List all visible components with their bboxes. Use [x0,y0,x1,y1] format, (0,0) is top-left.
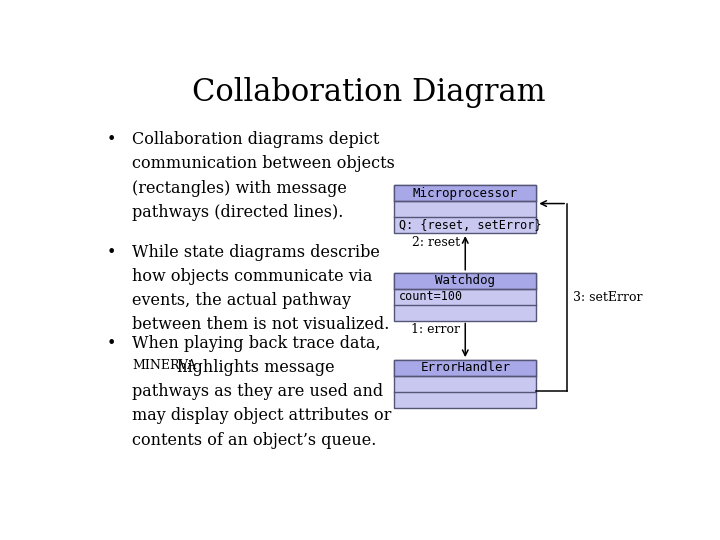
Text: (rectangles) with message: (rectangles) with message [132,180,347,197]
Text: highlights message: highlights message [172,359,335,376]
Text: pathways (directed lines).: pathways (directed lines). [132,204,343,221]
Bar [394,185,536,233]
Text: contents of an object’s queue.: contents of an object’s queue. [132,431,377,449]
Text: Collaboration diagrams depict: Collaboration diagrams depict [132,131,379,148]
Text: •: • [107,335,116,352]
Text: Microprocessor: Microprocessor [413,187,518,200]
Text: pathways as they are used and: pathways as they are used and [132,383,383,400]
Text: how objects communicate via: how objects communicate via [132,268,372,285]
Text: 1: error: 1: error [410,323,459,336]
Text: Collaboration Diagram: Collaboration Diagram [192,77,546,109]
Bar [394,360,536,408]
Text: between them is not visualized.: between them is not visualized. [132,316,390,333]
Text: 2: reset: 2: reset [412,236,459,249]
Text: While state diagrams describe: While state diagrams describe [132,244,379,261]
Text: MINERVA: MINERVA [132,359,196,372]
Bar [394,360,536,376]
Bar [394,273,536,321]
Text: communication between objects: communication between objects [132,156,395,172]
Text: Q: {reset, setError}: Q: {reset, setError} [399,219,541,232]
Bar [394,185,536,201]
Text: 3: setError: 3: setError [572,291,642,304]
Text: events, the actual pathway: events, the actual pathway [132,292,351,309]
Text: count=100: count=100 [399,290,463,303]
Text: ErrorHandler: ErrorHandler [420,361,510,374]
Text: may display object attributes or: may display object attributes or [132,407,391,424]
Text: •: • [107,131,116,148]
Text: Watchdog: Watchdog [436,274,495,287]
Text: When playing back trace data,: When playing back trace data, [132,335,380,352]
Bar [394,273,536,289]
Text: •: • [107,244,116,261]
